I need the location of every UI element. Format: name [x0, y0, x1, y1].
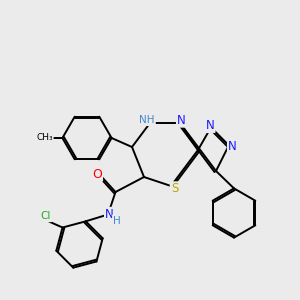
Text: N: N [177, 113, 186, 127]
Text: Cl: Cl [41, 211, 51, 221]
Text: S: S [171, 182, 178, 196]
Text: CH₃: CH₃ [36, 134, 53, 142]
Text: H: H [113, 215, 121, 226]
Text: O: O [92, 167, 102, 181]
Text: N: N [228, 140, 237, 154]
Text: N: N [105, 208, 114, 221]
Text: N: N [206, 119, 214, 132]
Text: NH: NH [139, 115, 155, 125]
